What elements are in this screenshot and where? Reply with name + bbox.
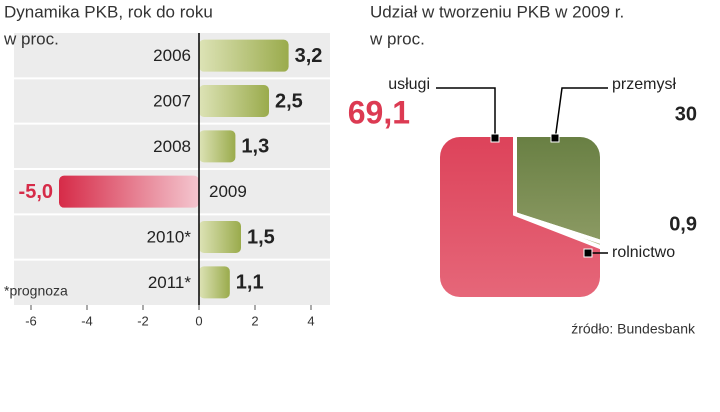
source: źródło: Bundesbank [571, 321, 696, 337]
bar [199, 266, 230, 299]
note: *prognoza [4, 283, 68, 299]
leader-dot [583, 248, 593, 258]
leader-dot [490, 133, 500, 143]
x-tick-label: -2 [137, 313, 149, 328]
value-label: 1,5 [247, 226, 275, 248]
legend-label: usługi [388, 76, 430, 93]
pie-slice [513, 137, 600, 266]
category-label: 2009 [209, 182, 247, 201]
value-label: 30 [675, 103, 697, 125]
x-tick-label: 2 [251, 313, 258, 328]
bar [59, 175, 199, 208]
bar [199, 85, 269, 117]
value-label: 3,2 [295, 45, 323, 67]
x-tick-label: -6 [25, 313, 37, 328]
category-label: 2008 [153, 137, 191, 156]
value-label: 2,5 [275, 90, 303, 112]
pie-slice [440, 137, 600, 297]
legend-label: przemysł [612, 76, 676, 93]
chart-title: Dynamika PKB, rok do roku [4, 2, 213, 21]
category-label: 2011* [148, 273, 192, 292]
bar [199, 39, 289, 72]
category-label: 2006 [153, 46, 191, 65]
x-tick-label: 0 [195, 313, 202, 328]
value-label: 1,1 [236, 272, 264, 294]
chart-subtitle: w proc. [3, 29, 59, 48]
x-tick-label: -4 [81, 313, 93, 328]
bar [199, 130, 236, 163]
value-label: 1,3 [241, 136, 269, 158]
chart-subtitle: w proc. [369, 29, 425, 48]
leader-dot [550, 133, 560, 143]
legend-label: rolnictwo [612, 244, 675, 261]
value-label: 69,1 [348, 94, 410, 130]
leader-line [554, 87, 608, 141]
leader-line [436, 87, 496, 140]
value-label: -5,0 [19, 181, 53, 203]
category-label: 2010* [147, 227, 192, 246]
pie [440, 137, 600, 297]
value-label: 0,9 [669, 213, 697, 235]
x-tick-label: 4 [307, 313, 314, 328]
bar [199, 221, 241, 253]
chart-title: Udział w tworzeniu PKB w 2009 r. [370, 2, 624, 21]
category-label: 2007 [153, 91, 191, 110]
